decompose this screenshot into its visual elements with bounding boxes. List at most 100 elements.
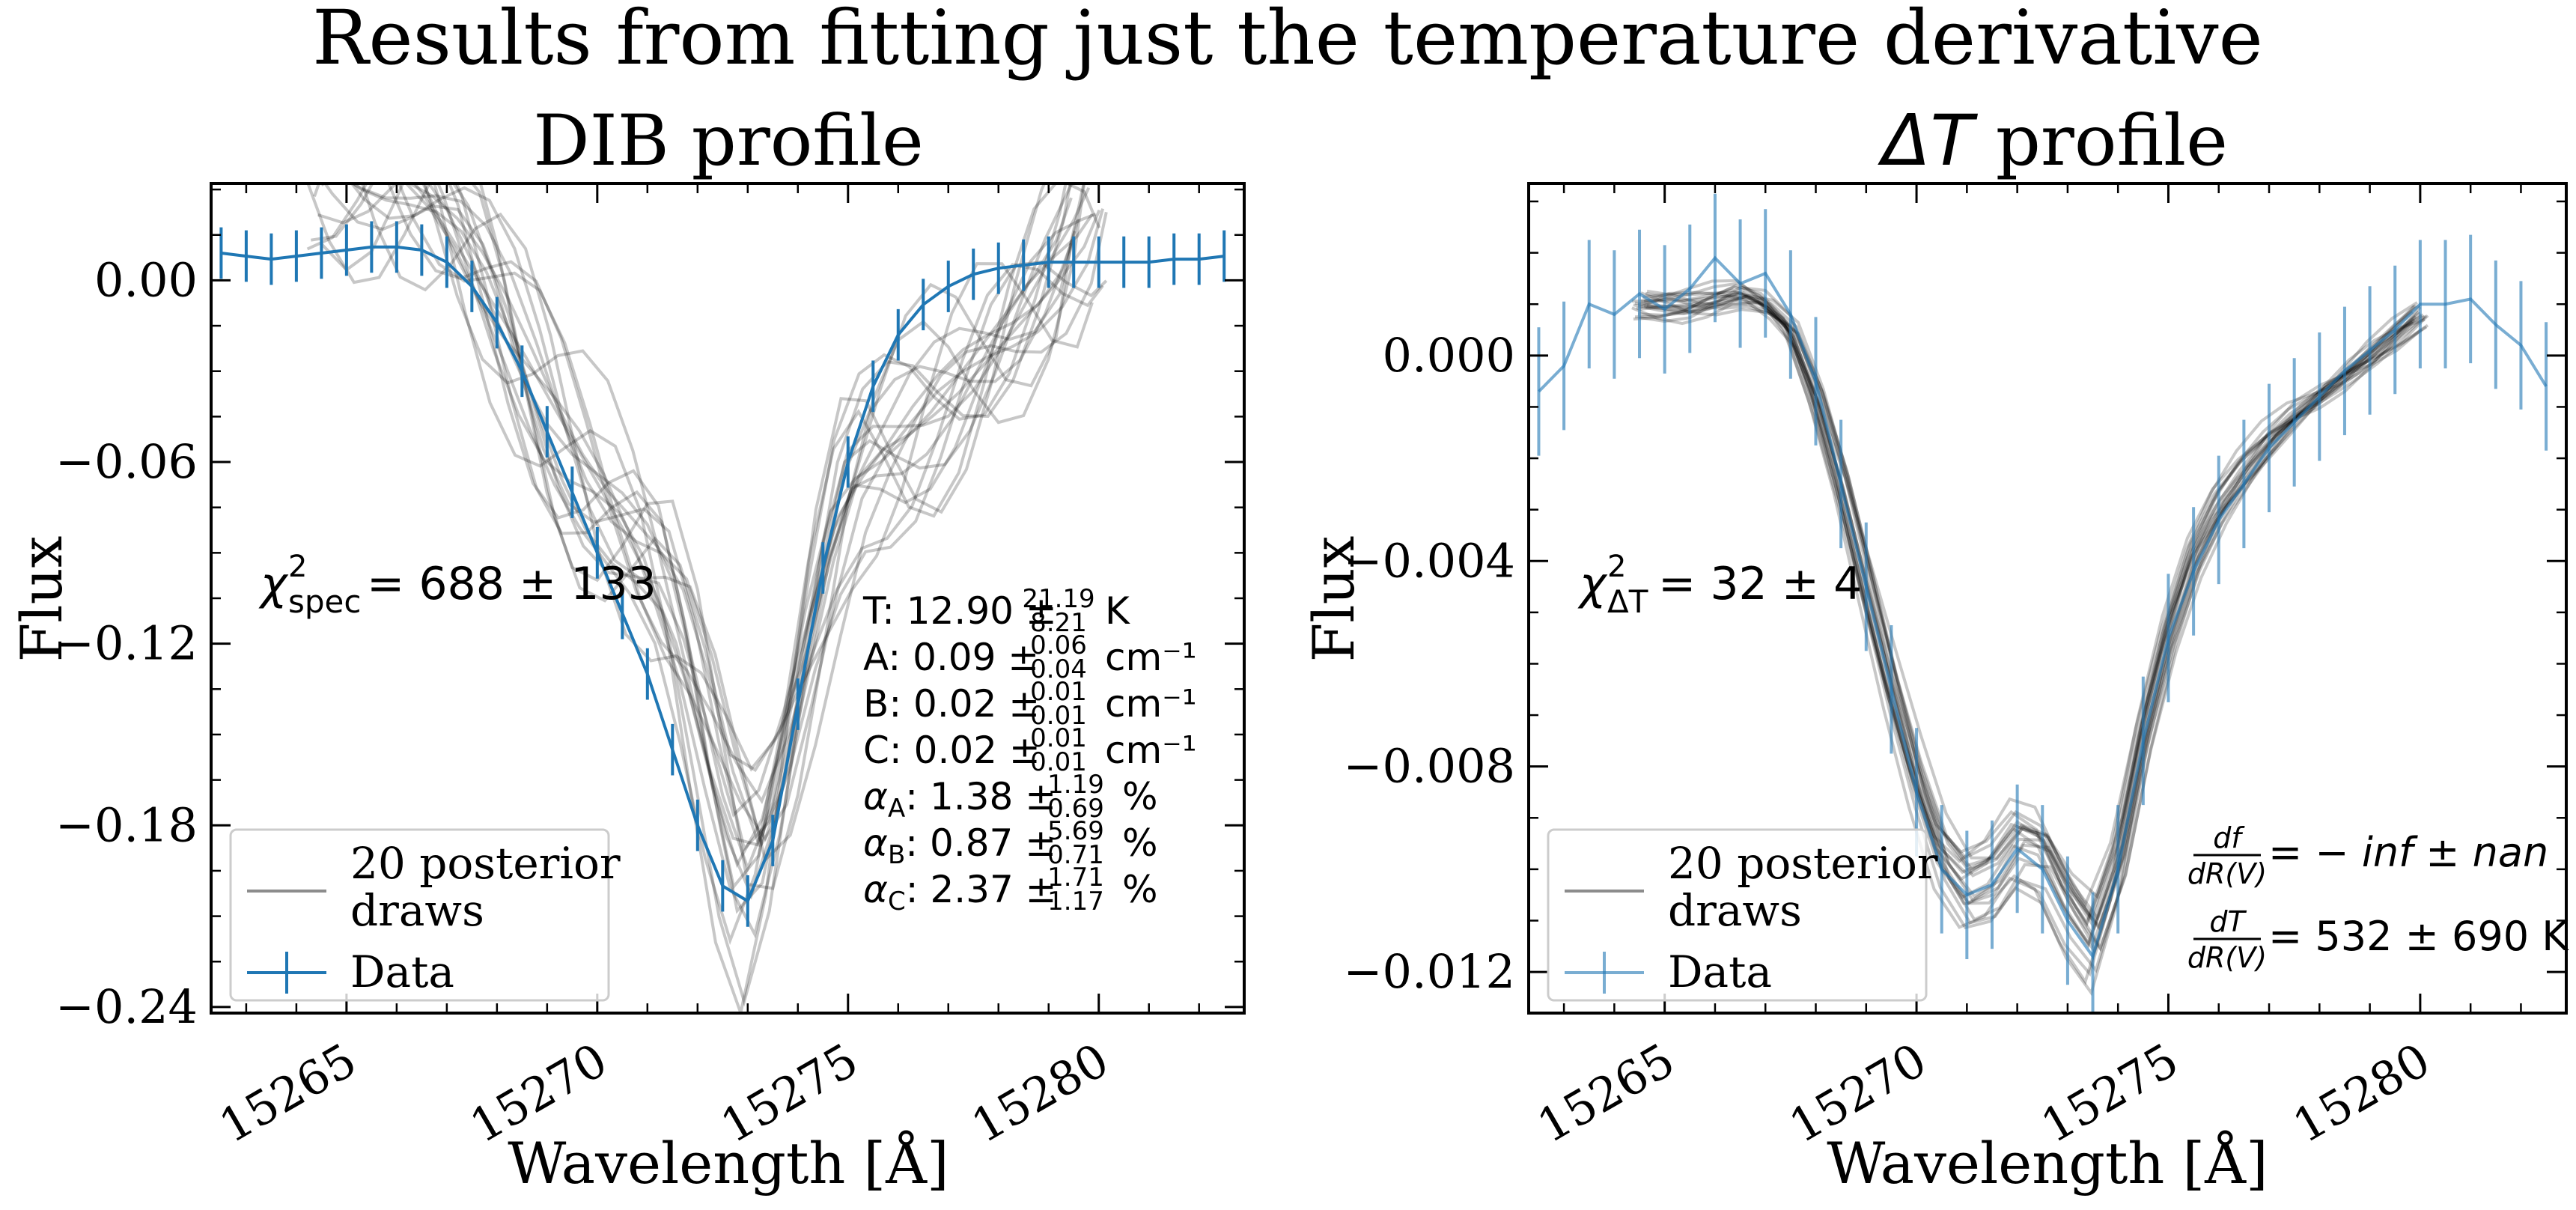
param-lower: 0.01 bbox=[1030, 701, 1087, 731]
posterior-draw-line bbox=[404, 183, 1073, 946]
posterior-draw-line bbox=[1637, 282, 2420, 997]
param-unit: cm⁻¹ bbox=[1105, 636, 1197, 679]
x-axis-label: Wavelength [Å] bbox=[508, 1129, 949, 1197]
deriv-value: = 532 ± 690 K bbox=[2268, 913, 2569, 960]
x-axis-label: Wavelength [Å] bbox=[1827, 1129, 2268, 1197]
deriv-denominator: dR(V) bbox=[2187, 857, 2267, 890]
param-symbol: α bbox=[863, 868, 888, 911]
posterior-draw-line bbox=[1631, 288, 2414, 985]
legend-draws-label: 20 posterior bbox=[1668, 838, 1938, 889]
deriv-numerator: dT bbox=[2209, 905, 2247, 938]
posterior-draw-line bbox=[1639, 291, 2422, 924]
legend: 20 posterior draws Data bbox=[229, 828, 621, 1002]
param-upper: 21.19 bbox=[1022, 584, 1094, 614]
y-axis-label: Flux bbox=[1300, 536, 1367, 663]
chi2-value: = 32 ± 4 bbox=[1658, 558, 1862, 610]
posterior-draw-line bbox=[350, 183, 1105, 848]
param-unit: % bbox=[1122, 775, 1158, 818]
chi2-sup: 2 bbox=[1607, 550, 1626, 584]
param-lower: 0.04 bbox=[1030, 654, 1087, 684]
panel-title-rest: profile bbox=[1973, 100, 2228, 182]
posterior-draw-line bbox=[1640, 291, 2423, 931]
chi2-symbol: χ bbox=[258, 558, 289, 610]
param-lower: 0.01 bbox=[1030, 747, 1087, 777]
chi2-annotation: χ 2 ΔT = 32 ± 4 bbox=[1577, 550, 1862, 620]
posterior-draw-line bbox=[397, 183, 1108, 842]
posterior-draw-line bbox=[323, 183, 1077, 818]
param-upper: 1.19 bbox=[1047, 770, 1104, 800]
parameter-annotations: T: 12.90 ± 21.198.21 KA: 0.09 ± 0.060.04 c… bbox=[862, 584, 1197, 916]
posterior-draw-line bbox=[313, 183, 1047, 1013]
param-lower: 1.17 bbox=[1047, 887, 1104, 916]
posterior-draw-line bbox=[310, 183, 1072, 914]
param-symbol: B bbox=[863, 682, 889, 726]
posterior-draw-line bbox=[421, 183, 1097, 939]
posterior-draw-line bbox=[1645, 294, 2428, 930]
y-tick-label: −0.24 bbox=[55, 979, 198, 1034]
posterior-draw-line bbox=[350, 183, 1108, 863]
param-unit: K bbox=[1105, 589, 1130, 633]
posterior-draw-line bbox=[1645, 291, 2428, 931]
legend-data-label: Data bbox=[1668, 946, 1772, 997]
param-text: αA: 1.38 ± bbox=[863, 775, 1056, 824]
legend-data-label: Data bbox=[350, 946, 454, 997]
param-subscript: B bbox=[888, 840, 905, 870]
posterior-draw-line bbox=[320, 183, 1086, 890]
posterior-draw-line bbox=[306, 183, 1073, 773]
param-text: T: 12.90 ± bbox=[862, 589, 1057, 633]
y-tick-label: −0.012 bbox=[1344, 944, 1515, 999]
param-unit: cm⁻¹ bbox=[1105, 682, 1197, 726]
param-value: : 1.38 ± bbox=[905, 775, 1056, 818]
plot-area bbox=[219, 183, 1226, 1013]
dib-profile-panel: DIB profile 15265 15270 15275 152800.00−0.0… bbox=[8, 100, 1246, 1197]
param-lower: 8.21 bbox=[1030, 608, 1087, 638]
legend-box bbox=[1547, 828, 1928, 1002]
axes-frame bbox=[1527, 182, 2568, 1015]
param-value: : 0.87 ± bbox=[905, 821, 1056, 865]
posterior-draw-line bbox=[320, 183, 1091, 873]
param-subscript: C bbox=[888, 887, 906, 916]
chi2-annotation: χ 2 spec = 688 ± 133 bbox=[258, 550, 657, 620]
posterior-draw-line bbox=[1631, 300, 2414, 908]
y-tick-label: −0.004 bbox=[1344, 533, 1515, 588]
chi2-value: = 688 ± 133 bbox=[367, 558, 657, 610]
param-value: : 12.90 ± bbox=[882, 589, 1057, 633]
y-tick-label: −0.008 bbox=[1344, 739, 1515, 794]
plot-area bbox=[1537, 193, 2548, 1013]
panel-title-math: ΔT bbox=[1878, 100, 1978, 182]
param-lower: 0.69 bbox=[1047, 794, 1104, 824]
param-value: : 0.02 ± bbox=[889, 682, 1040, 726]
legend-draws-label-2: draws bbox=[350, 885, 484, 936]
posterior-draw-line bbox=[1637, 291, 2420, 922]
legend-draws-label: 20 posterior bbox=[350, 838, 621, 889]
param-upper: 0.01 bbox=[1030, 677, 1087, 707]
posterior-draw-line bbox=[1633, 285, 2416, 926]
param-text: C: 0.02 ± bbox=[863, 729, 1041, 772]
y-tick-label: −0.06 bbox=[55, 434, 198, 489]
param-upper: 5.69 bbox=[1047, 816, 1104, 846]
param-lower: 0.71 bbox=[1047, 840, 1104, 870]
param-upper: 1.71 bbox=[1047, 863, 1104, 893]
posterior-draw-line bbox=[306, 183, 1068, 890]
param-symbol: C bbox=[863, 729, 889, 772]
param-symbol: A bbox=[863, 636, 889, 679]
posterior-draw-line bbox=[412, 183, 1094, 900]
posterior-draw-line bbox=[1633, 298, 2416, 928]
delta-t-profile-panel: ΔT profile 15265 15270 15275 152800.000−0.0… bbox=[1300, 100, 2569, 1197]
posterior-draw-line bbox=[1639, 285, 2422, 949]
y-axis-label: Flux bbox=[8, 536, 75, 663]
param-text: A: 0.09 ± bbox=[863, 636, 1039, 679]
chi2-symbol: χ bbox=[1577, 558, 1608, 610]
deriv-denominator: dR(V) bbox=[2187, 941, 2267, 974]
y-tick-label: 0.00 bbox=[94, 252, 198, 307]
param-subscript: A bbox=[888, 794, 905, 824]
x-tick-label: 15280 bbox=[2284, 1033, 2439, 1154]
y-tick-label: −0.12 bbox=[55, 616, 198, 671]
param-symbol: α bbox=[863, 775, 888, 818]
data-series-line bbox=[221, 245, 1225, 904]
panel-title: DIB profile bbox=[533, 100, 924, 182]
posterior-draw-line bbox=[423, 183, 1101, 847]
chi2-sup: 2 bbox=[288, 550, 307, 584]
